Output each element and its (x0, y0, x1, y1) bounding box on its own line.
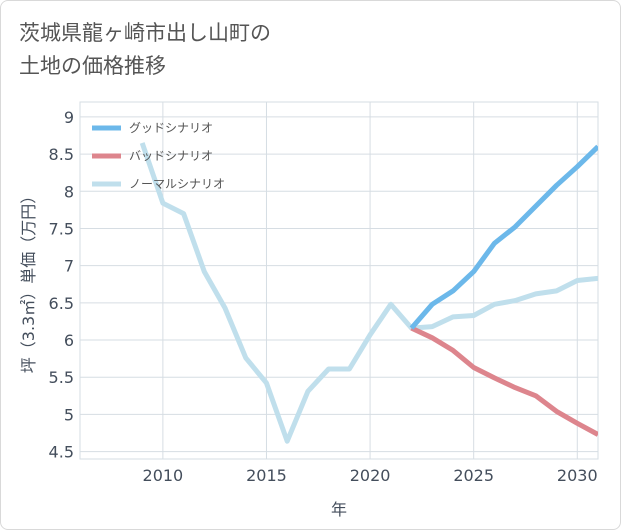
series-line-0 (409, 144, 598, 330)
series-line-1 (410, 325, 598, 437)
y-tick-label: 7.5 (49, 219, 74, 238)
x-tick-label: 2030 (557, 466, 598, 485)
legend-label: バッドシナリオ (129, 149, 213, 163)
y-tick-label: 7 (64, 257, 74, 276)
y-tick-label: 5 (64, 405, 74, 424)
x-tick-label: 2025 (453, 466, 494, 485)
y-tick-label: 5.5 (49, 368, 74, 387)
y-tick-label: 8 (64, 182, 74, 201)
legend-label: グッドシナリオ (129, 121, 213, 135)
y-axis-title: 坪（3.3㎡）単価（万円） (19, 188, 38, 373)
x-axis-title: 年 (331, 500, 347, 519)
axis-ticks: 4.5 5 5.5 6 6.5 7 7.5 8 8.5 9 2010 2015 2020 2025 2030 (49, 108, 598, 485)
x-tick-label: 2010 (143, 466, 184, 485)
y-tick-label: 4.5 (49, 443, 74, 462)
legend-label: ノーマルシナリオ (129, 177, 225, 191)
x-tick-label: 2020 (350, 466, 391, 485)
y-tick-label: 6 (64, 331, 74, 350)
chart-title: 茨城県龍ヶ崎市出し山町の 土地の価格推移 (19, 21, 271, 78)
series-lines (139, 142, 598, 444)
series-line-2 (139, 142, 598, 444)
x-tick-label: 2015 (246, 466, 287, 485)
y-tick-label: 9 (64, 108, 74, 127)
y-tick-label: 8.5 (49, 145, 74, 164)
y-tick-label: 6.5 (49, 294, 74, 313)
